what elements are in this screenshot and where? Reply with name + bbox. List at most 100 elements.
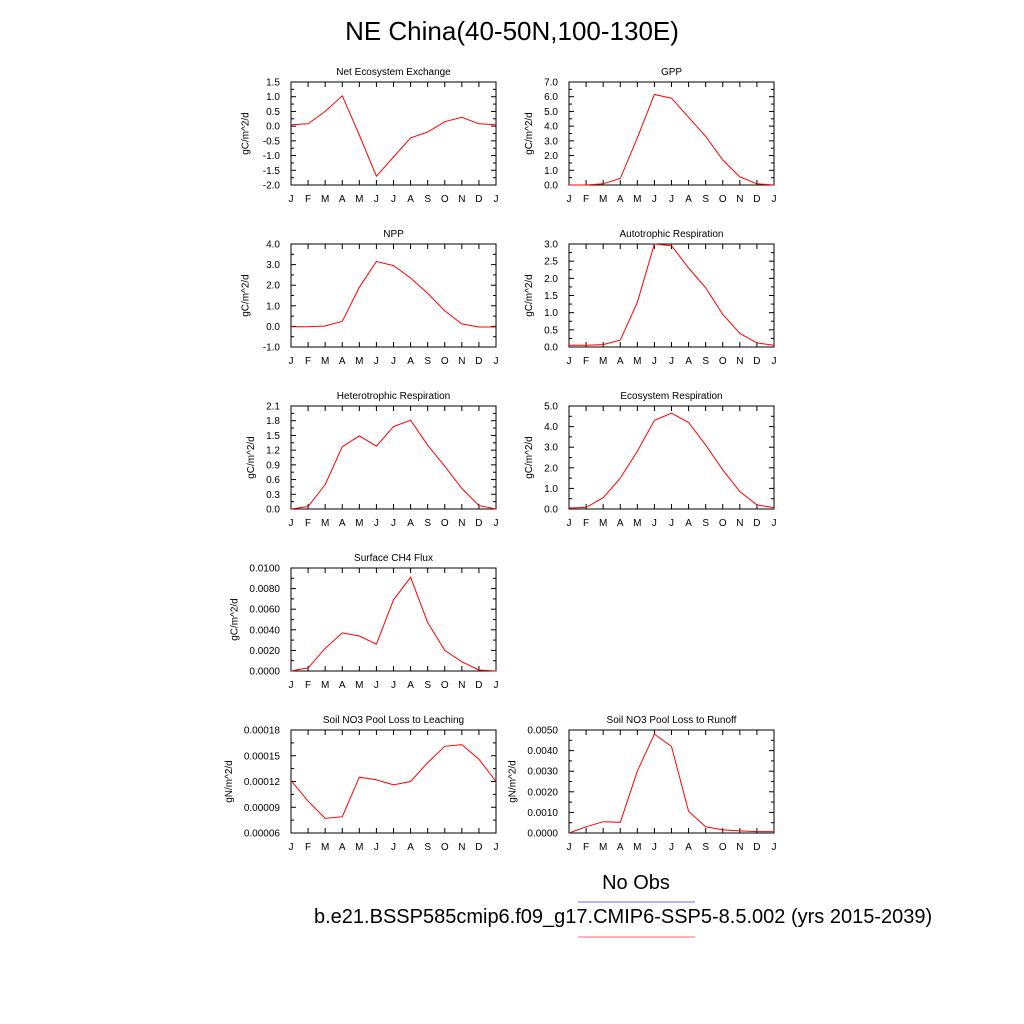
y-tick-label: 3.0 bbox=[266, 260, 280, 271]
y-tick-label: -1.5 bbox=[263, 166, 281, 177]
y-axis-label: gC/m^2/d bbox=[229, 598, 240, 641]
x-tick-label: J bbox=[391, 518, 396, 529]
y-tick-label: 0.0 bbox=[266, 322, 280, 333]
x-tick-label: J bbox=[374, 194, 379, 205]
y-tick-label: 2.0 bbox=[544, 274, 558, 285]
x-tick-label: S bbox=[702, 194, 709, 205]
x-tick-label: J bbox=[772, 518, 777, 529]
x-tick-label: O bbox=[719, 842, 727, 853]
y-tick-label: 0.0000 bbox=[527, 829, 558, 840]
x-tick-label: J bbox=[567, 842, 572, 853]
x-tick-label: N bbox=[736, 842, 743, 853]
x-tick-label: J bbox=[289, 356, 294, 367]
x-tick-label: S bbox=[702, 842, 709, 853]
plot-frame bbox=[568, 243, 775, 348]
x-tick-label: D bbox=[475, 842, 482, 853]
y-tick-label: -2.0 bbox=[263, 181, 281, 192]
x-tick-label: D bbox=[753, 194, 760, 205]
x-tick-label: D bbox=[753, 518, 760, 529]
x-tick-label: F bbox=[305, 518, 311, 529]
y-tick-label: 2.1 bbox=[266, 402, 280, 413]
x-tick-label: N bbox=[736, 356, 743, 367]
plot-frame bbox=[290, 405, 497, 510]
x-tick-label: M bbox=[321, 680, 329, 691]
y-tick-label: 0.00012 bbox=[244, 777, 281, 788]
x-tick-label: A bbox=[339, 356, 346, 367]
x-tick-label: N bbox=[458, 356, 465, 367]
y-tick-label: 0.0 bbox=[266, 122, 280, 133]
x-tick-label: J bbox=[289, 842, 294, 853]
x-tick-label: J bbox=[494, 356, 499, 367]
plot-frame bbox=[290, 729, 497, 834]
y-tick-label: 6.0 bbox=[544, 92, 558, 103]
panel-title: Autotrophic Respiration bbox=[620, 229, 724, 240]
plot-frame bbox=[290, 567, 497, 672]
y-tick-label: 0.0030 bbox=[527, 767, 558, 778]
y-axis-label: gC/m^2/d bbox=[524, 436, 535, 479]
y-tick-label: -1.0 bbox=[263, 151, 281, 162]
x-tick-label: J bbox=[772, 356, 777, 367]
x-tick-label: A bbox=[407, 842, 414, 853]
x-tick-label: O bbox=[719, 518, 727, 529]
y-tick-label: 3.0 bbox=[544, 443, 558, 454]
y-tick-label: 3.0 bbox=[544, 240, 558, 251]
x-tick-label: M bbox=[633, 842, 641, 853]
x-tick-label: D bbox=[475, 356, 482, 367]
x-tick-label: J bbox=[772, 194, 777, 205]
x-tick-label: M bbox=[599, 518, 607, 529]
y-axis-label: gN/m^2/d bbox=[507, 760, 518, 803]
x-tick-label: J bbox=[391, 194, 396, 205]
series-line bbox=[291, 260, 496, 328]
y-tick-label: 0.00018 bbox=[244, 726, 281, 737]
y-tick-label: 1.0 bbox=[544, 166, 558, 177]
y-tick-label: 0.5 bbox=[266, 107, 280, 118]
x-tick-label: A bbox=[339, 680, 346, 691]
y-tick-label: 0.0040 bbox=[249, 625, 280, 636]
panel-title: Net Ecosystem Exchange bbox=[336, 67, 451, 78]
y-tick-label: 0.0010 bbox=[527, 808, 558, 819]
x-tick-label: J bbox=[567, 194, 572, 205]
x-tick-label: F bbox=[305, 680, 311, 691]
y-tick-label: 0.3 bbox=[266, 490, 280, 501]
x-tick-label: J bbox=[669, 194, 674, 205]
y-tick-label: 7.0 bbox=[544, 78, 558, 89]
x-tick-label: J bbox=[494, 842, 499, 853]
series-line bbox=[290, 94, 497, 178]
x-tick-label: M bbox=[355, 194, 363, 205]
figure-title: NE China(40-50N,100-130E) bbox=[345, 16, 679, 46]
panel-title: GPP bbox=[661, 67, 682, 78]
panel-title: Heterotrophic Respiration bbox=[337, 391, 450, 402]
y-tick-label: 0.0100 bbox=[249, 564, 280, 575]
y-tick-label: 4.0 bbox=[544, 422, 558, 433]
x-tick-label: S bbox=[702, 356, 709, 367]
x-tick-label: M bbox=[633, 194, 641, 205]
y-tick-label: 1.5 bbox=[266, 78, 280, 89]
x-tick-label: A bbox=[339, 518, 346, 529]
x-tick-label: A bbox=[617, 194, 624, 205]
x-tick-label: S bbox=[424, 356, 431, 367]
x-tick-label: J bbox=[494, 518, 499, 529]
y-tick-label: 0.0000 bbox=[249, 667, 280, 678]
y-tick-label: 5.0 bbox=[544, 107, 558, 118]
x-tick-label: F bbox=[583, 842, 589, 853]
y-tick-label: 2.5 bbox=[544, 257, 558, 268]
x-tick-label: A bbox=[339, 194, 346, 205]
y-axis-label: gC/m^2/d bbox=[524, 112, 535, 155]
x-tick-label: A bbox=[617, 518, 624, 529]
x-tick-label: D bbox=[475, 194, 482, 205]
y-tick-label: 0.0060 bbox=[249, 605, 280, 616]
x-tick-label: J bbox=[652, 518, 657, 529]
plot-frame bbox=[568, 729, 775, 834]
x-tick-label: J bbox=[494, 680, 499, 691]
y-tick-label: 5.0 bbox=[544, 402, 558, 413]
x-tick-label: J bbox=[669, 842, 674, 853]
panel-title: Soil NO3 Pool Loss to Runoff bbox=[607, 715, 737, 726]
x-tick-label: A bbox=[685, 356, 692, 367]
x-tick-label: J bbox=[391, 356, 396, 367]
series-line bbox=[568, 733, 774, 834]
series-line bbox=[290, 744, 497, 819]
x-tick-label: F bbox=[305, 356, 311, 367]
